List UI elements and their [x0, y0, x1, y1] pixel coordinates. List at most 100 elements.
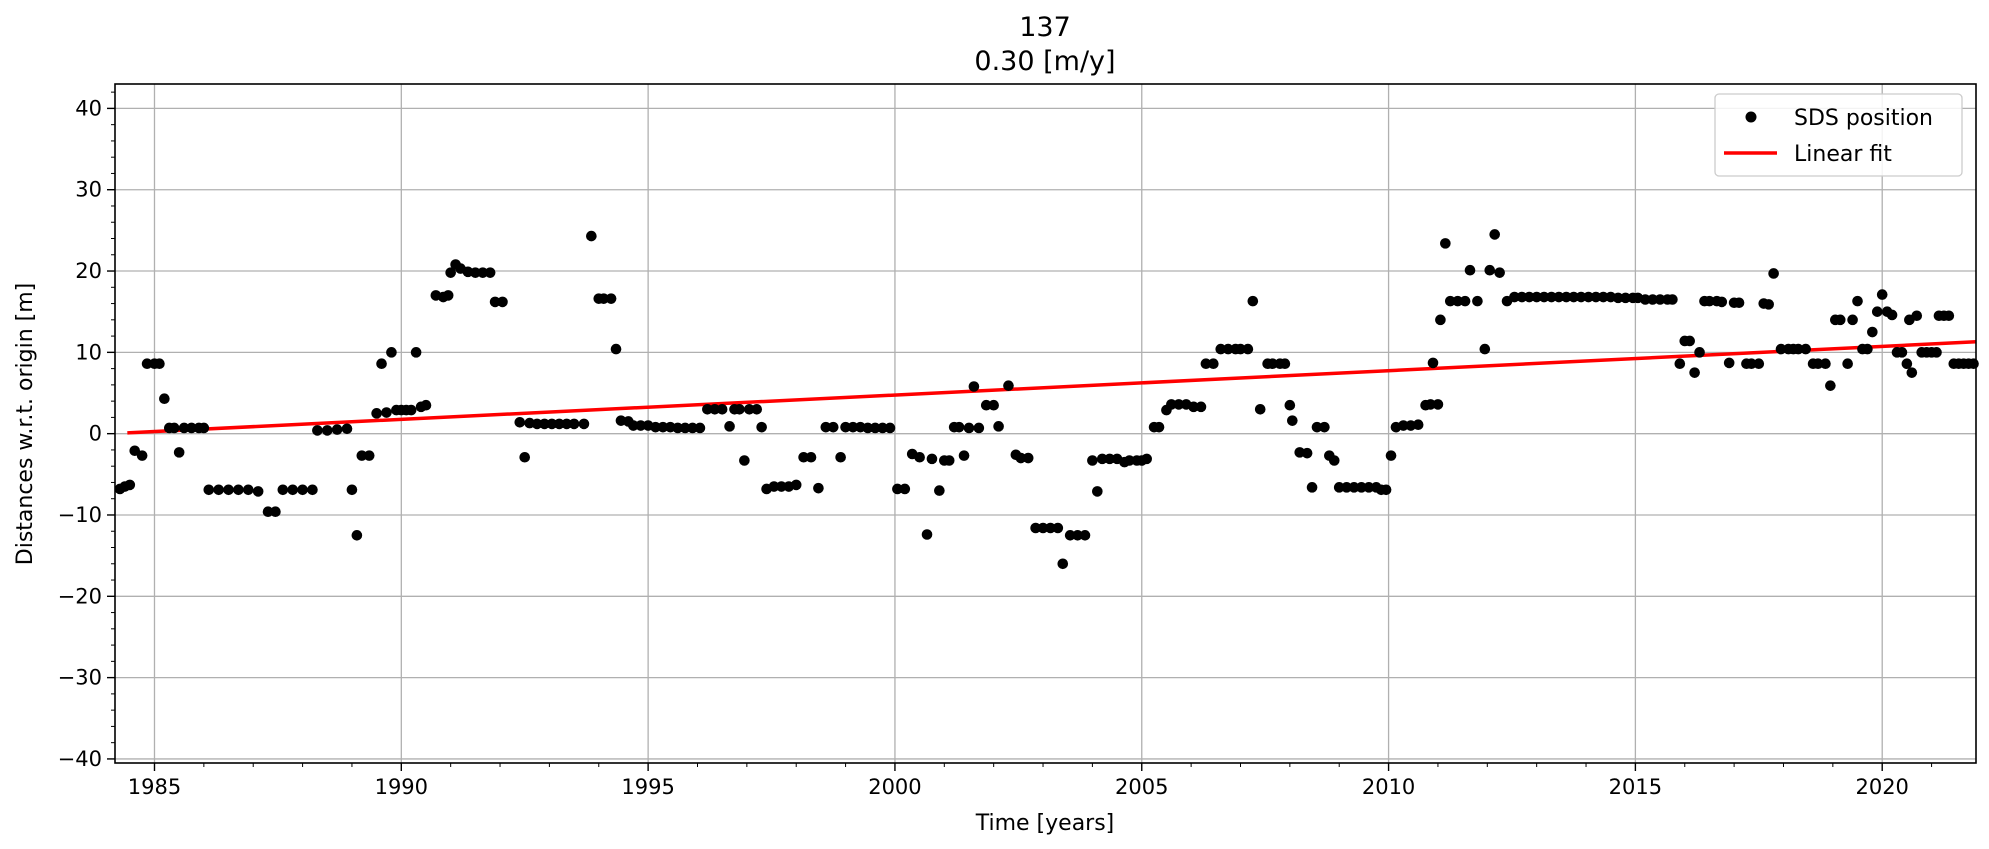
sds-point — [1852, 295, 1863, 307]
sds-point — [892, 483, 903, 495]
sds-point — [270, 506, 281, 518]
data-points-layer — [114, 229, 1979, 570]
sds-point — [921, 529, 933, 540]
sds-point — [277, 484, 289, 496]
sds-point — [1538, 291, 1550, 303]
sds-point — [776, 481, 787, 492]
sds-point — [877, 422, 888, 434]
sds-point — [1104, 453, 1115, 465]
y-tick-label: −20 — [58, 584, 102, 608]
sds-point — [1583, 291, 1594, 303]
sds-point — [1003, 380, 1014, 391]
sds-point — [1792, 343, 1804, 355]
sds-point — [598, 293, 609, 304]
sds-point — [386, 347, 397, 358]
sds-point — [1704, 295, 1715, 307]
sds-point — [650, 421, 661, 433]
grid-lines — [115, 84, 1976, 763]
sds-point — [1684, 335, 1695, 347]
sds-point — [1328, 455, 1340, 466]
sds-point — [198, 422, 210, 434]
sds-point — [1092, 486, 1103, 497]
sds-point — [262, 506, 274, 518]
sds-point — [1087, 455, 1098, 466]
sds-point — [1208, 358, 1219, 370]
sds-point — [420, 399, 432, 411]
sds-point — [1667, 294, 1678, 305]
sds-point — [546, 418, 558, 430]
sds-point — [445, 267, 456, 278]
sds-point — [1254, 403, 1266, 415]
sds-point — [1523, 291, 1535, 303]
x-tick-label: 1995 — [621, 775, 674, 799]
sds-point — [813, 482, 824, 494]
legend-label-sds-position: SDS position — [1794, 106, 1933, 131]
sds-point — [1235, 343, 1246, 355]
sds-point — [840, 421, 851, 433]
sds-point — [739, 455, 750, 466]
sds-point — [213, 484, 224, 496]
sds-point — [724, 421, 735, 432]
sds-point — [926, 453, 938, 465]
sds-point — [1620, 292, 1631, 304]
sds-point — [1834, 314, 1846, 326]
sds-point — [610, 343, 622, 355]
sds-point — [1153, 421, 1165, 433]
sds-point — [1479, 343, 1491, 355]
sds-point — [178, 422, 190, 434]
sds-point — [1553, 291, 1565, 303]
x-tick-label: 2015 — [1609, 775, 1662, 799]
legend-label-linear-fit: Linear fit — [1794, 142, 1892, 167]
sds-point — [331, 424, 343, 435]
sds-point — [835, 451, 846, 463]
x-axis-label: Time [years] — [975, 811, 1115, 836]
sds-point — [312, 425, 323, 436]
sds-point — [484, 267, 496, 278]
sds-point — [1654, 294, 1666, 305]
sds-point — [744, 403, 755, 415]
sds-point — [1242, 343, 1254, 355]
sds-point — [1825, 380, 1836, 391]
sds-point — [1464, 264, 1476, 276]
y-tick-label: 30 — [75, 178, 102, 202]
sds-point — [694, 422, 706, 434]
sds-point — [1753, 358, 1765, 370]
y-tick-label: −10 — [58, 503, 102, 527]
sds-point — [586, 230, 597, 242]
sds-point — [702, 403, 713, 415]
sds-point — [914, 451, 925, 463]
sds-point — [953, 421, 965, 433]
sds-point — [1284, 399, 1296, 411]
sds-point — [1124, 455, 1135, 466]
chart-title: 137 — [1019, 12, 1071, 43]
sds-point — [381, 407, 392, 418]
sds-point — [687, 422, 698, 434]
sds-point — [1363, 482, 1375, 493]
sds-point — [1348, 482, 1360, 493]
sds-point — [341, 423, 353, 435]
sds-point — [958, 450, 970, 461]
sds-point — [1435, 314, 1446, 326]
sds-point — [1746, 358, 1757, 370]
sds-point — [605, 293, 617, 304]
sds-point — [1333, 482, 1345, 493]
sds-point — [1398, 420, 1409, 431]
x-tick-label: 2010 — [1362, 775, 1415, 799]
sds-point — [1195, 401, 1207, 413]
sds-point — [173, 447, 185, 458]
sds-point — [734, 403, 745, 415]
sds-point — [1319, 421, 1330, 433]
sds-point — [968, 381, 980, 392]
y-tick-label: 0 — [89, 422, 102, 446]
sds-point — [1452, 295, 1463, 307]
sds-point — [1647, 294, 1658, 305]
sds-point — [531, 418, 543, 430]
sds-point — [1931, 347, 1942, 358]
sds-point — [1689, 367, 1700, 378]
sds-point — [168, 422, 180, 434]
sds-point — [1694, 347, 1705, 358]
linear-fit-line — [127, 340, 1977, 435]
sds-point — [1896, 347, 1908, 358]
sds-point — [1590, 291, 1602, 303]
sds-point — [1800, 343, 1811, 355]
